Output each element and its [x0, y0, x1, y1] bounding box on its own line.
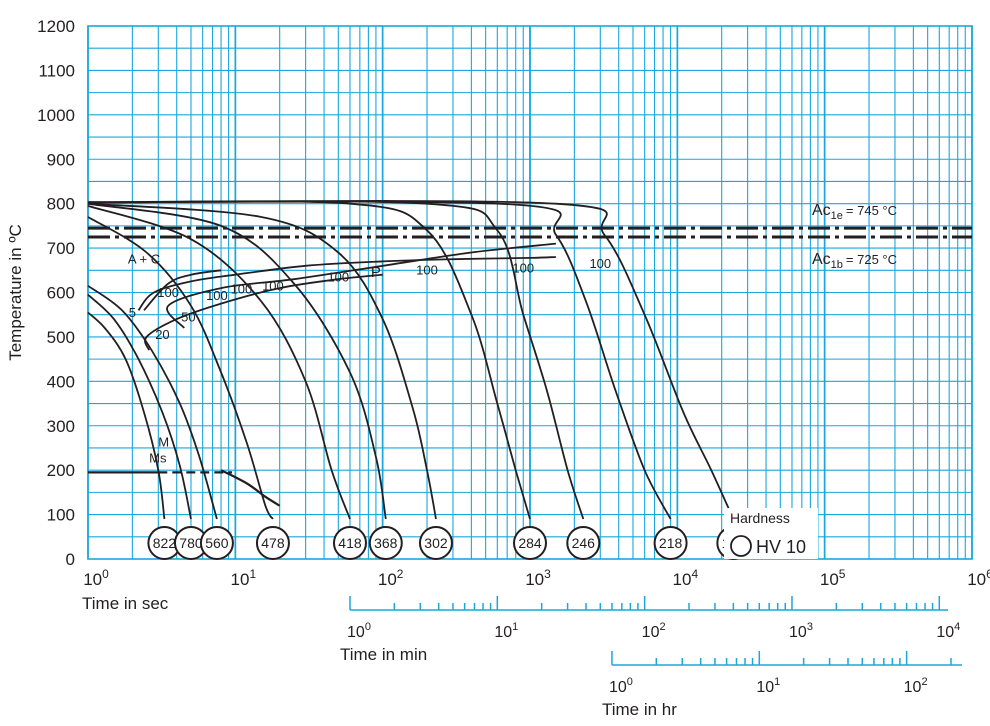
cooling-curve-560	[87, 285, 218, 520]
y-tick-label: 400	[47, 372, 75, 391]
y-tick-label: 600	[47, 284, 75, 303]
secondary-tick-label: 100	[609, 676, 633, 696]
transformation-boundaries: MsM	[88, 242, 556, 507]
hardness-value-478: 478	[261, 535, 285, 551]
hardness-circle-302	[418, 526, 453, 560]
legend-title: Hardness	[730, 510, 790, 526]
secondary-tick-label: 104	[936, 621, 960, 641]
cooling-curve-822	[87, 311, 166, 520]
percent-label: 100	[512, 261, 534, 276]
ms-label: Ms	[149, 450, 167, 465]
secondary-tick-label: 102	[642, 621, 666, 641]
y-tick-label: 0	[66, 550, 75, 569]
secondary-tick-label: 103	[789, 621, 813, 641]
legend: Hardness HV 10	[724, 508, 818, 559]
boundary-ac-boundary	[166, 242, 556, 329]
y-tick-label: 100	[47, 506, 75, 525]
cooling-curve-302	[87, 202, 437, 520]
percent-label: 100	[416, 263, 438, 278]
boundary-pearlite-start	[137, 256, 556, 311]
axes: 0 100 200 300 400 500 600 700 800 900 1000 1100 1200…	[6, 17, 990, 719]
y-tick-label: 900	[47, 150, 75, 169]
hardness-circle-478	[255, 526, 290, 560]
phase-label-ac: A + C	[128, 252, 160, 267]
hardness-circle-246	[566, 526, 601, 560]
percent-label: 100	[231, 281, 253, 296]
hardness-value-368: 368	[374, 535, 398, 551]
cooling-curve-194	[87, 200, 735, 520]
legend-circle	[730, 535, 752, 557]
hardness-value-822: 822	[153, 535, 177, 551]
secondary-tick-label: 100	[347, 621, 371, 641]
secondary-axis-label: Time in min	[340, 645, 427, 664]
hardness-value-218: 218	[659, 535, 683, 551]
x-tick-label: 102	[378, 567, 404, 589]
x-tick-label: 105	[820, 567, 846, 589]
y-tick-label: 700	[47, 239, 75, 258]
percent-label: 5	[129, 305, 136, 320]
x-tick-label: 100	[83, 567, 109, 589]
y-tick-label: 1000	[37, 106, 75, 125]
x-tick-label: 104	[673, 567, 699, 589]
percent-label: 100	[262, 278, 284, 293]
grid	[87, 25, 973, 560]
secondary-tick-label: 102	[904, 676, 928, 696]
percent-label: 100	[327, 269, 349, 284]
percent-label: 100	[206, 288, 228, 303]
y-tick-label: 1200	[37, 17, 75, 36]
mf-line	[220, 469, 281, 507]
m-label: M	[158, 434, 169, 449]
percent-label: 20	[155, 327, 169, 342]
boundary-pearlite-finish	[144, 273, 383, 351]
hardness-circle-418	[332, 526, 367, 560]
y-tick-label: 200	[47, 461, 75, 480]
cooling-curves	[87, 200, 735, 520]
boundary-a+c-bay	[143, 269, 222, 311]
secondary-tick-label: 101	[494, 621, 518, 641]
hardness-value-560: 560	[205, 535, 229, 551]
hardness-circle-284	[513, 526, 547, 560]
x-tick-label: 101	[231, 567, 257, 589]
x-axis-label: Time in sec	[82, 594, 169, 613]
hardness-circle-218	[653, 526, 688, 560]
cooling-curve-780	[87, 294, 192, 520]
hardness-labels: 822780560478418368302284246218194	[147, 526, 751, 560]
percent-label: 100	[589, 256, 611, 271]
secondary-axis-label: Time in hr	[602, 700, 677, 719]
x-tick-label: 106	[967, 567, 990, 589]
secondary-tick-label: 101	[756, 676, 780, 696]
percent-label: 50	[181, 309, 195, 324]
ref-label-Ac1b: Ac1b = 725 °C	[812, 251, 897, 271]
hardness-circle-368	[368, 526, 403, 560]
hardness-value-302: 302	[424, 535, 448, 551]
hardness-value-284: 284	[518, 535, 542, 551]
reference-lines: Ac1e = 745 °C Ac1b = 725 °C	[88, 202, 972, 271]
cooling-curve-478	[87, 216, 274, 520]
y-axis-label: Temperature in ºC	[6, 224, 25, 361]
y-tick-label: 500	[47, 328, 75, 347]
hardness-value-418: 418	[338, 535, 362, 551]
y-tick-label: 800	[47, 195, 75, 214]
x-tick-label: 103	[525, 567, 551, 589]
hardness-value-780: 780	[179, 535, 203, 551]
y-tick-label: 300	[47, 417, 75, 436]
hardness-circle-560	[199, 526, 234, 560]
ref-label-Ac1e: Ac1e = 745 °C	[812, 202, 897, 222]
cooling-curve-418	[87, 205, 351, 520]
hardness-value-246: 246	[572, 535, 596, 551]
cooling-curve-368	[87, 202, 387, 520]
legend-label: HV 10	[756, 537, 806, 557]
y-tick-label: 1100	[38, 61, 75, 80]
percent-label: 100	[157, 285, 179, 300]
phase-label-p: P	[371, 264, 381, 281]
